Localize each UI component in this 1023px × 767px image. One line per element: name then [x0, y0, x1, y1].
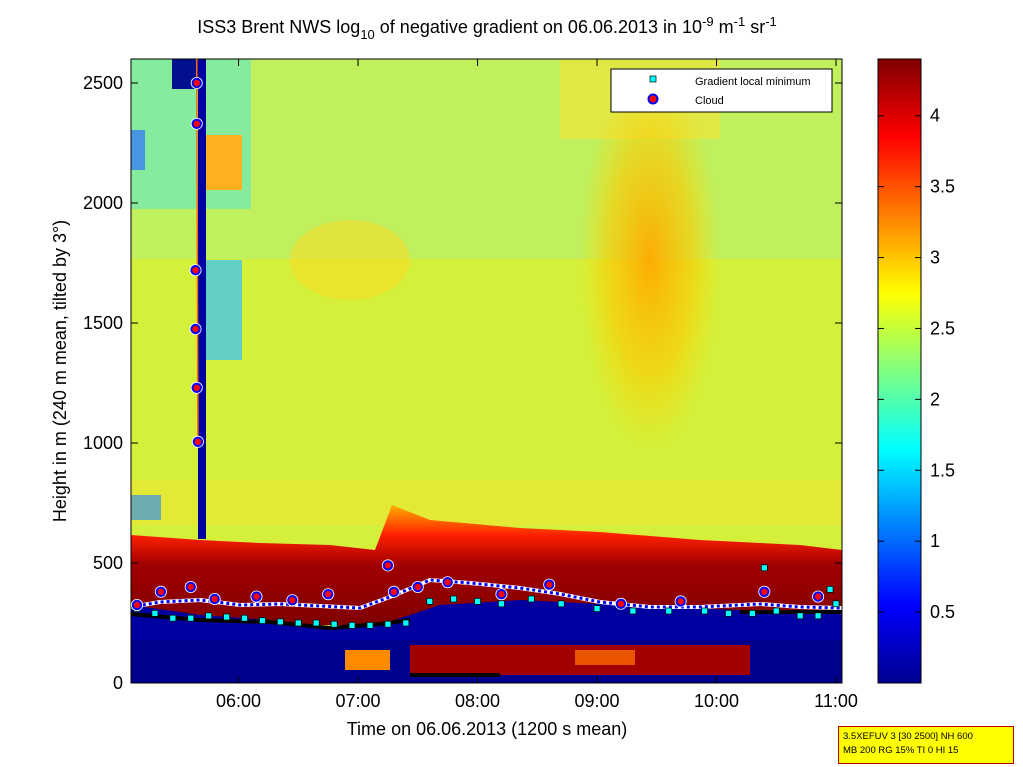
y-axis: 0 500 1000 1500 2000 2500	[83, 73, 842, 693]
infobox-line-1: 3.5XEFUV 3 [30 2500] NH 600	[843, 731, 973, 742]
cloud-point	[155, 586, 167, 597]
gradient-minimum-point	[402, 619, 410, 627]
y-tick-label: 1500	[83, 313, 123, 333]
gradient-minimum-point	[593, 605, 601, 612]
cloud-point	[442, 577, 453, 588]
axes-frame	[130, 58, 843, 684]
legend: Gradient local minimum Cloud	[610, 68, 833, 113]
markers-layer	[130, 58, 840, 629]
colorbar-axis: 0.5 1 1.5 2 2.5 3 3.5 4	[878, 106, 955, 622]
gradient-minimum-point	[814, 612, 822, 620]
gradient-minimum-point	[348, 622, 356, 629]
x-tick-label: 09:00	[575, 691, 620, 711]
x-axis: 06:00 07:00 08:00 09:00 10:00 11:00	[216, 59, 858, 711]
gradient-minimum-point	[294, 619, 302, 627]
cloud-point	[322, 589, 334, 600]
colorbar-tick-label: 1.5	[930, 460, 955, 480]
cloud-point	[191, 382, 202, 393]
gradient-minimum-point	[665, 607, 673, 615]
infobox-line-2: MB 200 RG 15% TI 0 HI 15	[843, 745, 959, 756]
cloud-point	[190, 265, 201, 276]
gradient-minimum-point	[832, 600, 840, 608]
colorbar-tick-label: 0.5	[930, 602, 955, 622]
legend-label-gradient: Gradient local minimum	[695, 76, 811, 88]
gradient-minimum-point	[725, 610, 732, 617]
legend-marker-cloud	[647, 93, 659, 105]
x-axis-label: Time on 06.06.2013 (1200 s mean)	[347, 719, 628, 739]
gradient-minimum-point	[277, 618, 284, 626]
gradient-minimum-point	[366, 622, 374, 629]
cloud-point	[675, 596, 686, 607]
gradient-minimum-point	[151, 610, 159, 617]
cloud-point	[251, 591, 262, 602]
cloud-point	[615, 598, 627, 609]
y-axis-label: Height in m (240 m mean, tilted by 3°)	[50, 220, 70, 522]
gradient-minimum-point	[826, 586, 834, 593]
parameter-infobox: 3.5XEFUV 3 [30 2500] NH 600 MB 200 RG 15…	[838, 726, 1014, 764]
colorbar-tick-label: 1	[930, 531, 940, 551]
gradient-minimum-point	[474, 598, 481, 605]
gradient-minimum-point	[557, 600, 565, 608]
gradient-minimum-point	[796, 612, 804, 620]
y-tick-label: 2500	[83, 73, 123, 93]
cloud-point	[812, 591, 824, 602]
cloud-point	[191, 77, 202, 89]
x-tick-label: 07:00	[336, 691, 381, 711]
gradient-minimum-point	[312, 619, 320, 627]
y-tick-label: 1000	[83, 433, 123, 453]
colorbar-tick-label: 2	[930, 389, 940, 409]
gradient-minimum-point	[629, 607, 637, 615]
heatmap-image	[131, 59, 842, 683]
colorbar-tick-label: 4	[930, 106, 940, 126]
gradient-minimum-point	[749, 610, 756, 617]
cloud-point	[287, 595, 298, 606]
gradient-minimum-point	[205, 612, 213, 620]
gradient-minimum-point	[330, 620, 338, 628]
chart-title: ISS3 Brent NWS log10 of negative gradien…	[197, 14, 777, 42]
gradient-minimum-point	[498, 600, 505, 608]
cloud-point	[209, 593, 220, 605]
gradient-minimum-point	[760, 564, 768, 572]
legend-label-cloud: Cloud	[695, 95, 724, 107]
colorbar	[878, 59, 921, 683]
gradient-minimum-point	[426, 598, 434, 605]
cloud-point	[388, 586, 400, 597]
colorbar-tick-label: 3	[930, 248, 940, 268]
cloud-point	[496, 589, 507, 600]
gradient-minimum-point	[169, 614, 177, 622]
cloud-point	[192, 436, 204, 447]
gradient-minimum-point	[259, 617, 266, 624]
cloud-point	[412, 581, 423, 593]
cloud-point	[190, 323, 201, 335]
colorbar-frame	[877, 58, 922, 684]
gradient-minimum-point	[450, 595, 457, 603]
gradient-minimum-point	[527, 595, 535, 603]
y-tick-label: 500	[93, 553, 123, 573]
x-tick-label: 08:00	[455, 691, 500, 711]
gradient-minimum-point	[701, 607, 708, 615]
gradient-minimum-point	[223, 613, 230, 621]
cloud-point	[382, 560, 394, 571]
x-tick-label: 06:00	[216, 691, 261, 711]
x-tick-label: 11:00	[814, 691, 858, 711]
y-tick-label: 2000	[83, 193, 123, 213]
gradient-minimum-point	[772, 607, 780, 615]
cloud-point	[544, 579, 555, 590]
legend-marker-gradient	[649, 75, 657, 83]
colorbar-tick-label: 3.5	[930, 177, 955, 197]
gradient-minimum-point	[384, 620, 392, 628]
cloud-point	[131, 599, 143, 611]
cloud-point	[185, 581, 196, 593]
colorbar-tick-label: 2.5	[930, 318, 955, 338]
cloud-point	[759, 586, 770, 597]
cloud-point	[191, 118, 202, 130]
y-tick-label: 0	[113, 673, 123, 693]
gradient-minimum-point	[187, 614, 195, 622]
x-tick-label: 10:00	[694, 691, 739, 711]
gradient-minimum-point	[241, 614, 248, 622]
